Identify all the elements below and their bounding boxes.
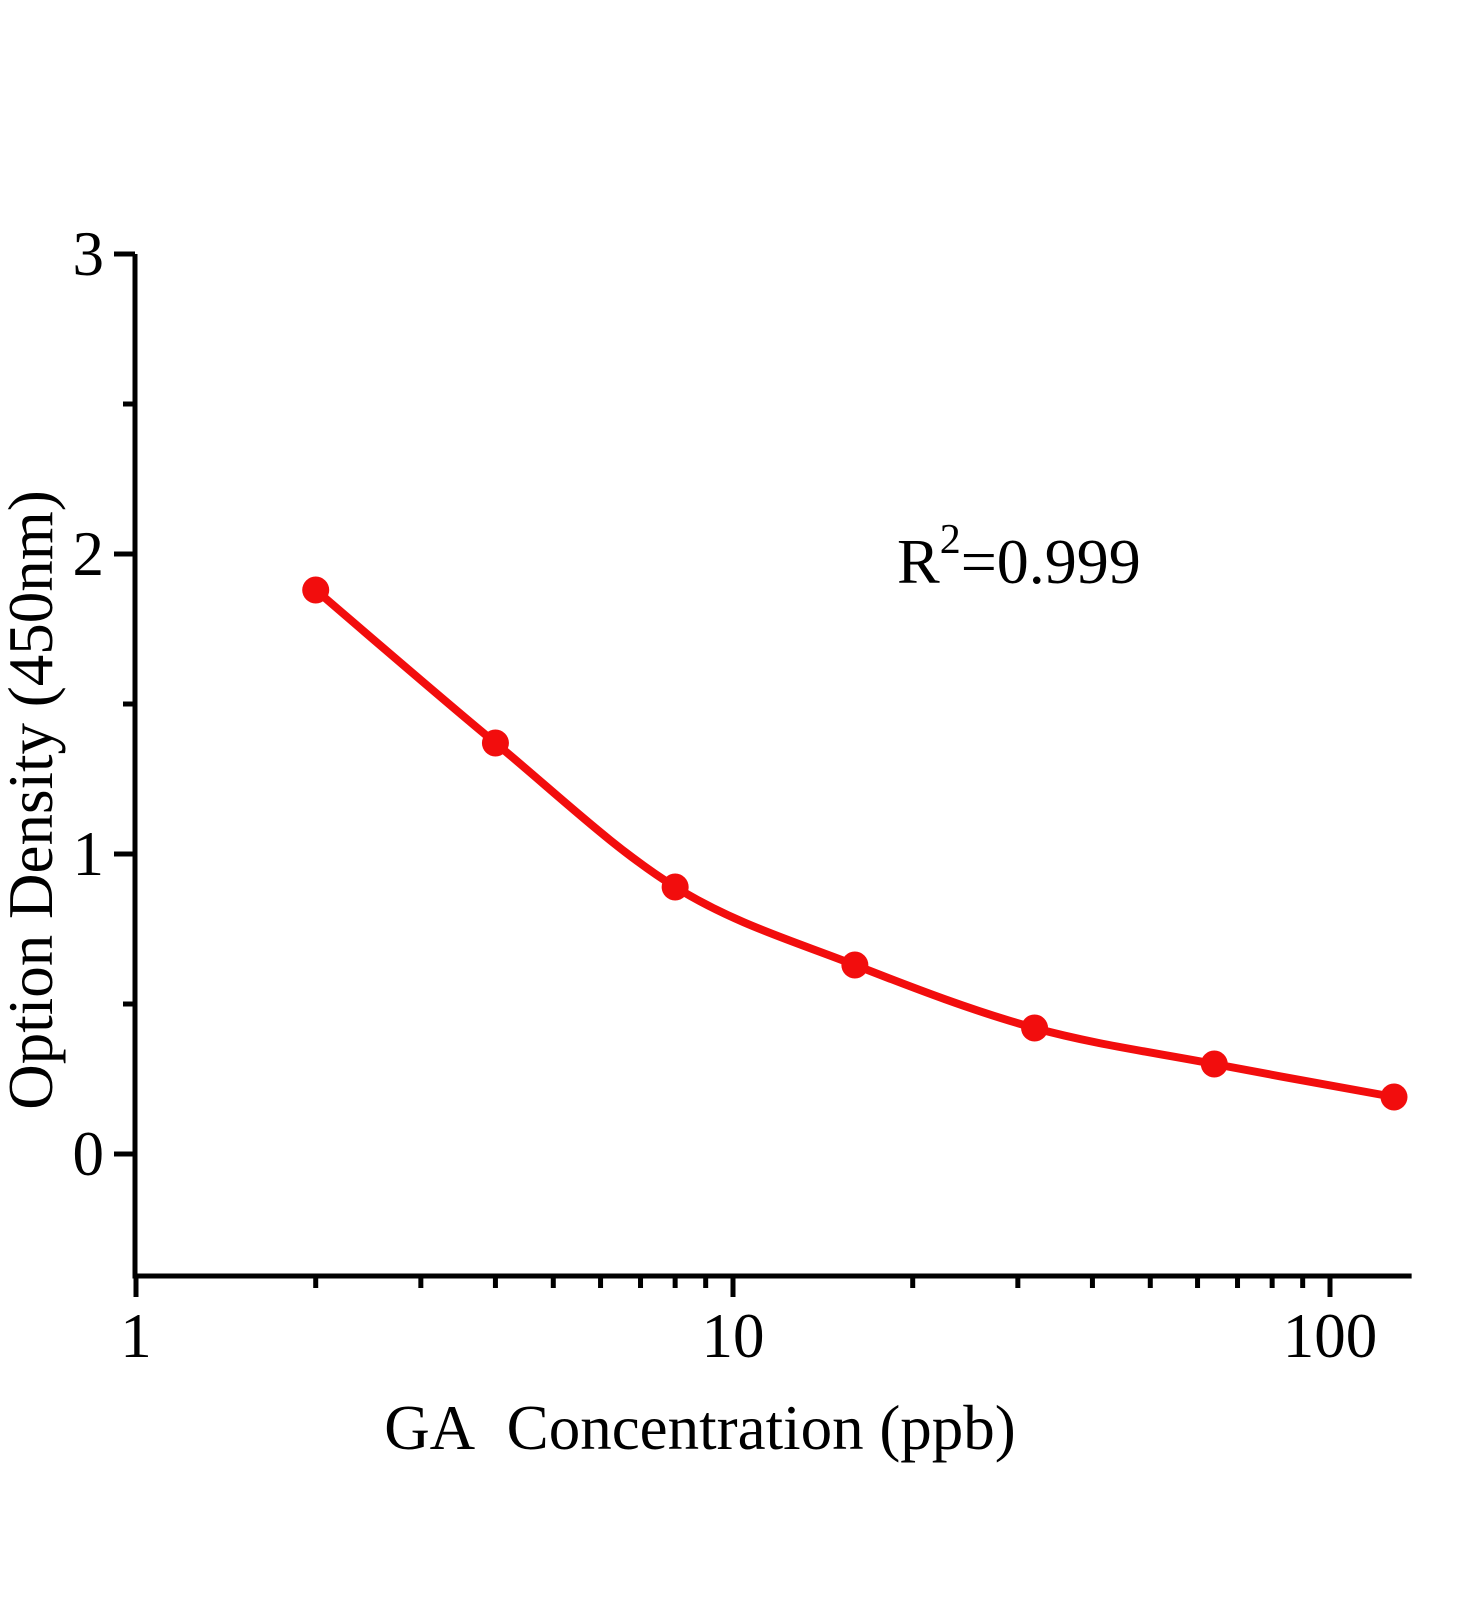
y-tick-label: 1 — [73, 819, 105, 889]
y-tick-label: 2 — [73, 519, 105, 589]
r-squared-superscript: 2 — [940, 517, 961, 563]
data-point — [1380, 1083, 1408, 1111]
data-point — [1200, 1050, 1228, 1078]
data-point — [841, 951, 869, 979]
r-squared-base: R — [897, 526, 940, 597]
y-axis-title: Option Density (450nm) — [0, 490, 66, 1109]
y-tick-label: 3 — [73, 219, 105, 289]
fit-curve — [311, 586, 1398, 1101]
data-point — [1021, 1014, 1049, 1042]
data-point — [661, 873, 689, 901]
x-tick-label: 100 — [1283, 1301, 1378, 1371]
y-tick-label: 0 — [73, 1119, 105, 1189]
data-point — [481, 729, 509, 757]
x-tick-label: 10 — [702, 1301, 765, 1371]
r-squared-value: =0.999 — [961, 526, 1141, 597]
r-squared-annotation: R2=0.999 — [897, 517, 1141, 597]
chart-render-layer: 0 1 2 3 1 10 100 — [73, 219, 1412, 1371]
data-point — [302, 576, 330, 604]
x-axis-title: GA Concentration (ppb) — [384, 1393, 1016, 1463]
x-tick-label: 1 — [120, 1301, 152, 1371]
